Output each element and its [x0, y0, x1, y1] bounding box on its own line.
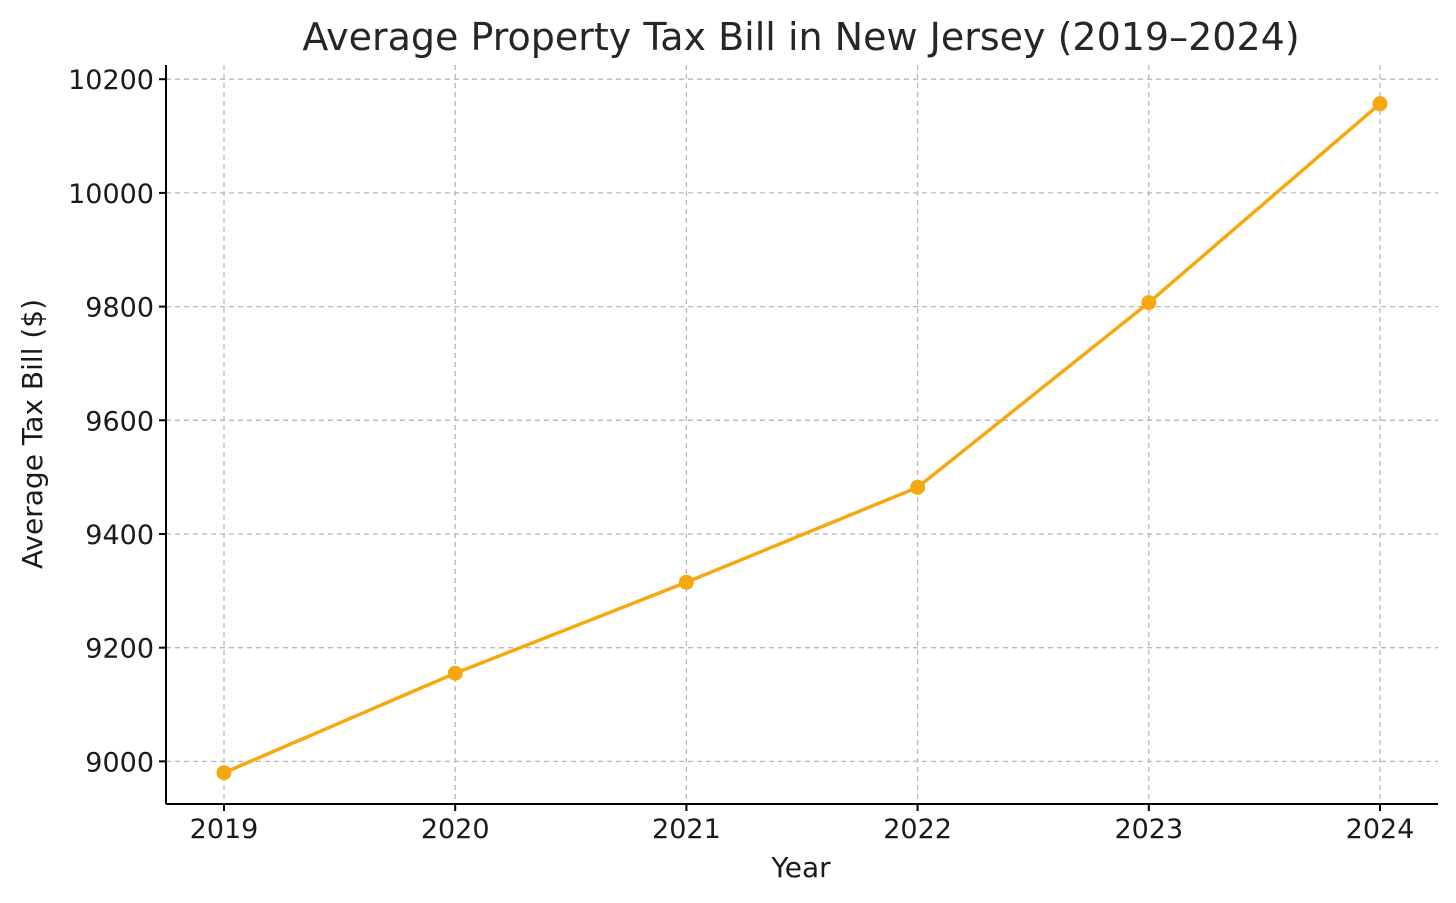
y-tick-label: 9600: [85, 406, 154, 437]
data-point: [447, 665, 463, 681]
data-point: [216, 765, 232, 781]
x-tick-label: 2023: [1114, 814, 1183, 845]
series-line: [223, 102, 1382, 775]
x-tick-label: 2021: [652, 814, 721, 845]
axes-layer: [165, 65, 1438, 805]
x-tick-label: 2019: [190, 814, 259, 845]
x-tick-label: 2024: [1346, 814, 1415, 845]
y-axis-title: Average Tax Bill ($): [16, 299, 49, 569]
chart-title: Average Property Tax Bill in New Jersey …: [302, 15, 1299, 59]
y-tick-label: 9400: [85, 520, 154, 551]
y-tick-label: 10200: [68, 65, 154, 96]
x-tick-label: 2020: [421, 814, 490, 845]
data-point: [910, 479, 926, 495]
ticks-layer: 2019 2020 2021 2022 2023 2024 9000 9200 9400 9600…: [68, 65, 1414, 845]
y-tick-label: 10000: [68, 179, 154, 210]
x-tick-label: 2022: [883, 814, 952, 845]
data-point: [678, 574, 694, 590]
series-layer: [216, 96, 1388, 781]
y-tick-label: 9200: [85, 634, 154, 665]
data-point: [1372, 96, 1388, 112]
y-tick-label: 9000: [85, 747, 154, 778]
data-point: [1141, 295, 1157, 311]
grid-layer: [166, 65, 1438, 804]
y-tick-label: 9800: [85, 293, 154, 324]
x-axis-title: Year: [770, 851, 831, 884]
